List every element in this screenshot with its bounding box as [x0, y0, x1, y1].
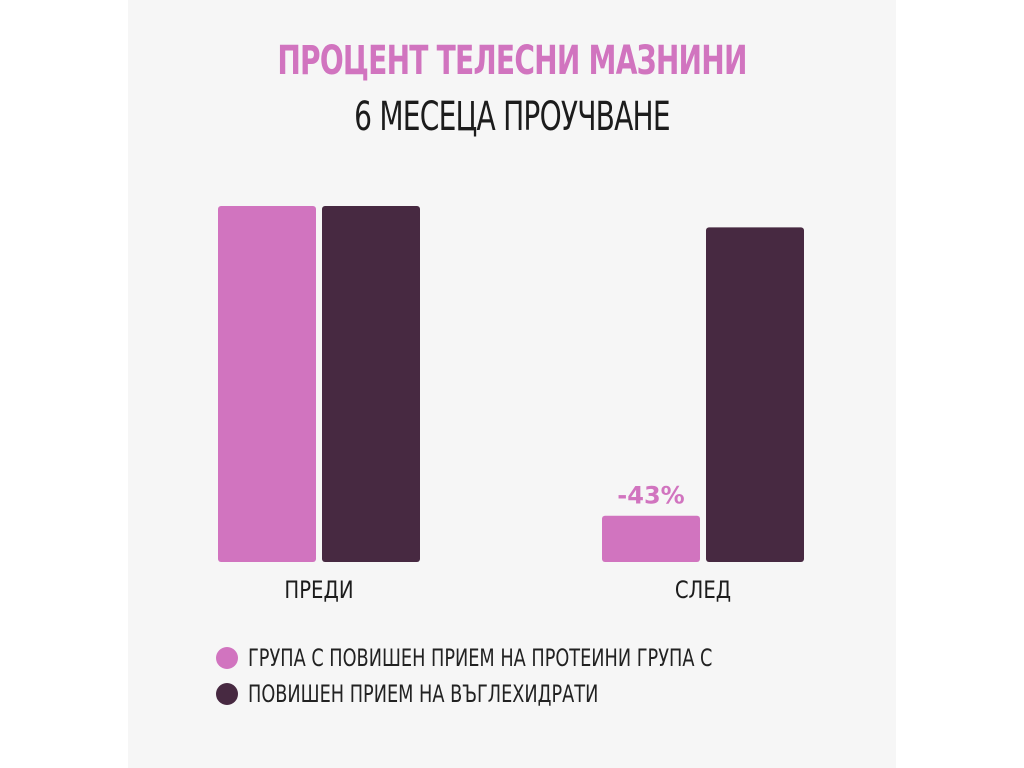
bar-carbs-before: [322, 206, 420, 562]
chart-panel: ПРОЦЕНТ ТЕЛЕСНИ МАЗНИНИ 6 МЕСЕЦА ПРОУЧВА…: [128, 0, 896, 768]
annotation-change: -43%: [617, 482, 684, 510]
bar-carbs-after: [706, 227, 804, 563]
legend-label-line1: ГРУПА С ПОВИШЕН ПРИЕМ НА ПРОТЕИНИ ГРУПА …: [248, 644, 713, 672]
legend: ГРУПА С ПОВИШЕН ПРИЕМ НА ПРОТЕИНИ ГРУПА …: [216, 640, 856, 712]
category-label-before: ПРЕДИ: [284, 577, 353, 604]
chart-title: ПРОЦЕНТ ТЕЛЕСНИ МАЗНИНИ: [277, 38, 747, 84]
legend-row-protein: ГРУПА С ПОВИШЕН ПРИЕМ НА ПРОТЕИНИ ГРУПА …: [216, 640, 856, 676]
bar-protein-after: [602, 515, 700, 562]
legend-label-line2: ПОВИШЕН ПРИЕМ НА ВЪГЛЕХИДРАТИ: [248, 680, 599, 708]
chart-subtitle: 6 МЕСЕЦА ПРОУЧВАНЕ: [354, 94, 670, 140]
legend-swatch-protein: [216, 647, 238, 669]
legend-row-carbs: ПОВИШЕН ПРИЕМ НА ВЪГЛЕХИДРАТИ: [216, 676, 856, 712]
category-label-after: СЛЕД: [675, 577, 731, 604]
bar-chart: ПРЕДИ СЛЕД -43%: [218, 206, 804, 605]
bar-protein-before: [218, 206, 316, 562]
legend-swatch-carbs: [216, 683, 238, 705]
